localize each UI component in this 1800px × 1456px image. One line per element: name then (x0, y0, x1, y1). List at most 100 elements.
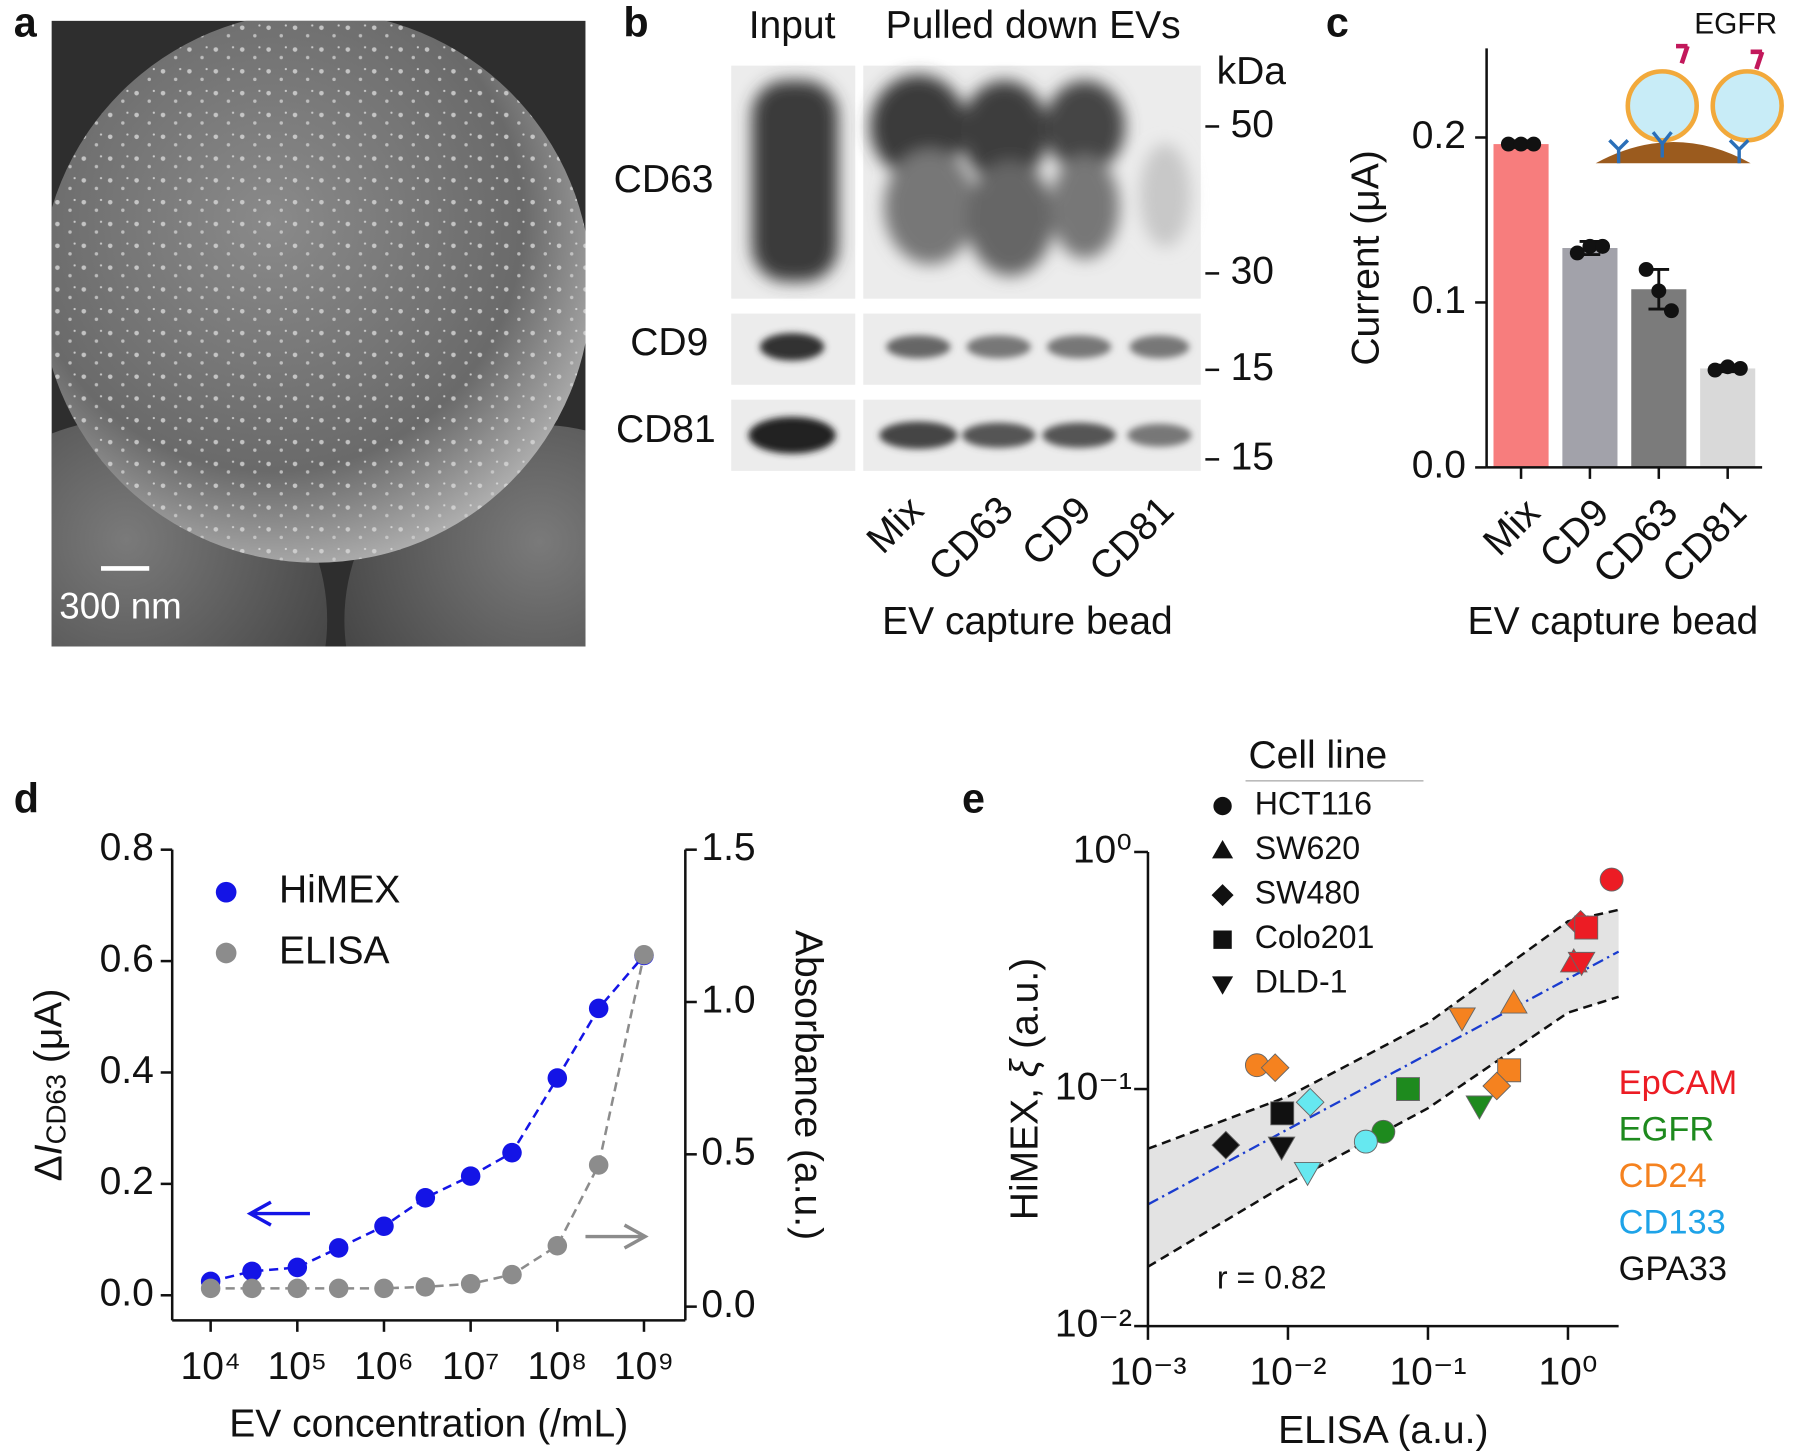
marker (1353, 1129, 1378, 1154)
y-tick-label: 0.2 (1412, 114, 1466, 157)
x-tick-label: 10⁻³ (1109, 1351, 1186, 1394)
y-axis-title-part: (μA) (28, 989, 71, 1074)
x-tick-label: 10⁹ (614, 1345, 674, 1388)
x-axis-title: EV capture bead (882, 600, 1173, 643)
x-axis-title: ELISA (a.u.) (1278, 1409, 1488, 1452)
panel-label: a (14, 0, 38, 45)
x-tick-label: 10⁻² (1249, 1351, 1326, 1394)
data-point (1582, 238, 1598, 254)
confidence-line (1147, 995, 1620, 1268)
x-tick-label: 10⁷ (442, 1345, 500, 1388)
legend-label: Colo201 (1255, 919, 1375, 955)
x-tick-label: 10⁴ (181, 1345, 241, 1388)
blot-header: Input (749, 4, 836, 47)
panel-label: e (962, 775, 985, 821)
data-point (1500, 136, 1516, 152)
y-axis-title-part: I (28, 1144, 71, 1155)
data-point (328, 1278, 349, 1299)
marker (1567, 951, 1596, 977)
data-point (547, 1235, 568, 1256)
x-tick-label: 10⁵ (268, 1345, 328, 1388)
y-tick-label: 10⁻² (1055, 1302, 1132, 1345)
panel-label: d (14, 775, 39, 821)
unit-label: kDa (1217, 50, 1287, 93)
data-point (588, 1155, 609, 1175)
scale-bar-label: 300 nm (59, 585, 181, 626)
inset-label: EGFR (1694, 7, 1777, 40)
confidence-band (1147, 909, 1619, 1267)
y-tick-label: 10⁻¹ (1055, 1065, 1132, 1108)
panel-label: b (623, 0, 648, 45)
marker (1212, 976, 1234, 995)
legend-label: DLD-1 (1255, 964, 1348, 1000)
row-label: CD81 (616, 408, 716, 451)
x-axis-title: EV capture bead (1468, 600, 1759, 643)
row-label: CD9 (630, 321, 708, 364)
y2-tick-label: 1.0 (701, 978, 755, 1021)
data-point (1513, 136, 1529, 152)
y2-tick-label: 0.0 (701, 1283, 755, 1326)
data-point (1651, 283, 1667, 299)
annotation: r = 0.82 (1217, 1260, 1327, 1296)
y-tick-label: 0.8 (100, 826, 154, 869)
y-tick-label: 0.0 (100, 1272, 154, 1315)
marker (1499, 989, 1528, 1014)
data-point (460, 1274, 481, 1294)
panel-label: c (1326, 0, 1349, 45)
legend-label: CD133 (1619, 1204, 1726, 1242)
legend-label: HCT116 (1255, 786, 1372, 822)
y-tick-label: 10⁰ (1073, 828, 1132, 871)
y2-tick-label: 1.5 (701, 826, 755, 869)
y-axis-title-part: ξ (1004, 1058, 1047, 1077)
lane-label: CD63 (921, 489, 1022, 590)
marker (1212, 840, 1234, 859)
kda-tick-label: 30 (1231, 250, 1274, 293)
y-axis-title: ΔICD63 (μA) (28, 989, 72, 1182)
y2-tick-label: 0.5 (701, 1131, 755, 1174)
x-tick-label: 10⁻¹ (1389, 1351, 1466, 1394)
fit-line (1147, 950, 1620, 1206)
fit-line (210, 954, 645, 1283)
bar (1631, 289, 1687, 468)
data-point (1526, 136, 1542, 152)
lane-label: Mix (859, 488, 933, 562)
y-tick-label: 0.2 (100, 1160, 154, 1203)
y-axis-title: HiMEX, ξ (a.u.) (1004, 958, 1047, 1220)
marker (1465, 1095, 1494, 1120)
lane-label: CD81 (1081, 489, 1182, 590)
y2-axis-title: Absorbance (a.u.) (787, 930, 830, 1240)
data-point (588, 998, 609, 1019)
legend-label: EGFR (1619, 1111, 1715, 1149)
marker (1574, 915, 1599, 940)
marker (1599, 867, 1624, 892)
data-point (1595, 238, 1611, 254)
marker (1267, 1136, 1296, 1162)
data-point (1707, 362, 1723, 378)
marker (1211, 1130, 1241, 1160)
fit-line (210, 954, 646, 1290)
marker (1211, 884, 1234, 907)
legend-label: CD24 (1619, 1157, 1707, 1195)
x-tick-label: 10⁶ (354, 1345, 413, 1388)
sem-image: 300 nm (51, 20, 586, 647)
data-point (1638, 261, 1654, 277)
legend-label: EpCAM (1619, 1064, 1738, 1102)
axis-arrows (246, 1200, 649, 1250)
kda-tick-label: 15 (1231, 436, 1274, 479)
data-point (634, 945, 654, 965)
data-point (415, 1277, 436, 1297)
marker (1270, 1101, 1295, 1126)
marker (1295, 1087, 1325, 1117)
legend-label: SW620 (1255, 830, 1360, 866)
bar (1493, 144, 1549, 468)
y-axis-title-part: CD63 (41, 1074, 72, 1144)
data-point (502, 1142, 522, 1163)
inset-illustration (1595, 43, 1784, 164)
scatter-chart: 10⁻² 10⁻¹ 10⁰ 10⁻³ 10⁻² 10⁻¹ 10⁰ EpCAM EGFR CD24 C… (1004, 734, 1737, 1452)
data-point (547, 1068, 568, 1088)
row-label: CD63 (614, 158, 714, 201)
marker (1213, 930, 1232, 949)
